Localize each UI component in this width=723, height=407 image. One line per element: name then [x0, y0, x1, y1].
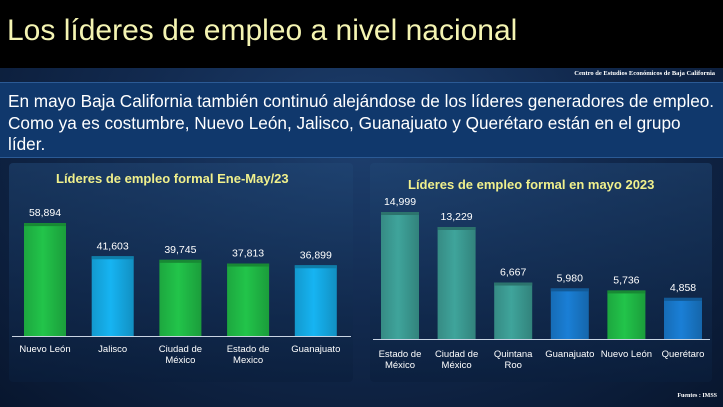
left-bar-top [159, 259, 202, 263]
right-bar [437, 226, 476, 339]
slide-title: Los líderes de empleo a nivel nacional [7, 14, 518, 47]
left-value-label: 37,813 [232, 248, 264, 260]
left-bar-top [227, 263, 270, 267]
institution-name: Centro de Estudios Económicos de Baja Ca… [574, 70, 715, 77]
right-category-label: Guanajuato [545, 349, 594, 360]
left-category-label: Mexico [233, 355, 263, 366]
left-value-label: 39,745 [164, 244, 196, 256]
source-note: Fuentes : IMSS [677, 393, 717, 399]
right-category-label: México [442, 360, 472, 371]
right-bar-top [664, 297, 702, 301]
left-category-label: Guanajuato [291, 344, 340, 355]
right-category-label: Estado de [379, 349, 422, 360]
left-bar [91, 256, 134, 336]
left-bar [24, 223, 66, 336]
right-value-label: 5,736 [613, 274, 639, 286]
right-category-label: Nuevo León [601, 349, 652, 360]
left-category-label: Estado de [227, 344, 270, 355]
right-value-label: 4,858 [670, 282, 696, 294]
left-value-label: 36,899 [300, 249, 332, 261]
left-bar-top [91, 256, 134, 260]
right-bar-top [381, 212, 419, 216]
left-chart: 58,894 Nuevo León 41,603 Jalisco 39,745 Ciuda… [12, 207, 351, 366]
left-bar [159, 259, 202, 336]
right-category-label: Querétaro [662, 349, 705, 360]
left-category-label: Nuevo León [19, 344, 70, 355]
title-bar [0, 0, 723, 68]
left-bar-top [294, 265, 337, 269]
right-value-label: 13,229 [441, 211, 473, 223]
left-value-label: 41,603 [97, 240, 129, 252]
right-bar-top [550, 288, 589, 292]
right-bar [550, 288, 589, 339]
right-bar [381, 212, 419, 339]
left-value-label: 58,894 [29, 207, 61, 219]
right-value-label: 14,999 [384, 196, 416, 208]
right-bar-top [437, 226, 476, 230]
right-chart-panel [370, 163, 712, 382]
right-value-label: 6,667 [500, 267, 526, 279]
right-category-label: Quintana [494, 349, 533, 360]
left-category-label: Jalisco [98, 344, 127, 355]
left-chart-title: Líderes de empleo formal Ene-May/23 [56, 171, 289, 186]
left-category-label: Ciudad de [159, 344, 202, 355]
right-value-label: 5,980 [557, 272, 583, 284]
right-bar [607, 290, 646, 339]
right-category-label: Roo [504, 360, 521, 371]
right-chart-title: Líderes de empleo formal en mayo 2023 [408, 177, 655, 192]
left-category-label: México [165, 355, 195, 366]
left-bar-top [24, 223, 66, 227]
right-bar [664, 297, 702, 339]
right-category-label: Ciudad de [435, 349, 478, 360]
intro-text: En mayo Baja California también continuó… [8, 91, 715, 154]
right-category-label: México [385, 360, 415, 371]
right-bar-top [494, 282, 533, 286]
left-bar [227, 263, 270, 336]
right-bar [494, 282, 533, 339]
intro-box: En mayo Baja California también continuó… [0, 82, 723, 158]
right-bar-top [607, 290, 646, 294]
left-bar [294, 265, 337, 336]
